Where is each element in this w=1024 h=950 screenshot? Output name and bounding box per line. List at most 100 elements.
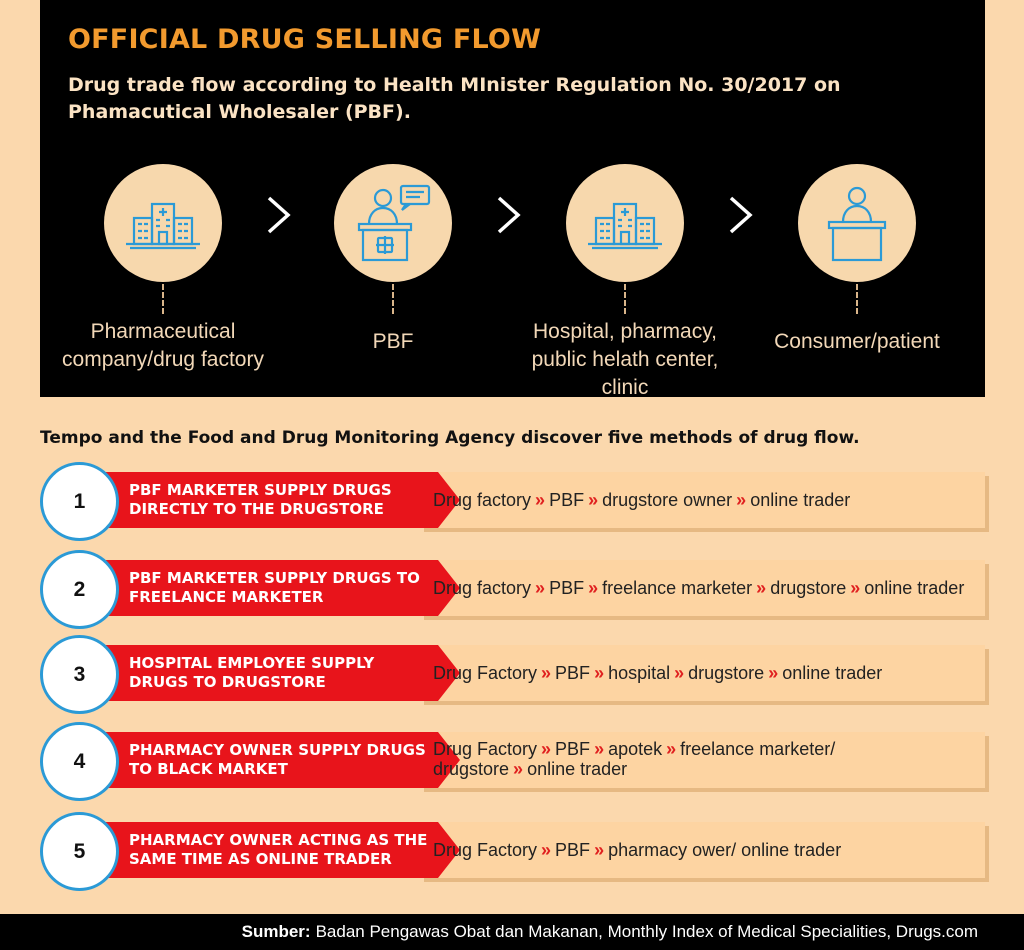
flow-step: PBF <box>549 578 585 598</box>
stage-circle <box>566 164 684 282</box>
flow-separator: » <box>588 578 599 598</box>
flow-separator: » <box>756 578 767 598</box>
stage-connector <box>162 284 164 314</box>
flow-arrow-icon <box>267 196 291 234</box>
flow-step: hospital <box>608 663 671 683</box>
flow-step: apotek <box>608 739 663 759</box>
method-banner <box>80 645 460 701</box>
stage-label: Consumer/patient <box>774 330 940 353</box>
flow-chain: Drug factory» PBF» drugstore owner» online … <box>433 490 850 510</box>
flow-separator: » <box>588 490 599 510</box>
flow-separator: » <box>850 578 861 598</box>
flow-separator: » <box>535 490 546 510</box>
flow-step: Drug factory <box>433 578 532 598</box>
flow-chain: Drug factory» PBF» freelance marketer» drug… <box>433 578 964 598</box>
method-title: PHARMACY OWNER ACTING AS THE SAME TIME A… <box>129 831 428 868</box>
method-flow: Drug Factory» PBF» hospital» drugstore» onli… <box>433 645 973 701</box>
source-footer: Sumber: Badan Pengawas Obat dan Makanan,… <box>0 914 1024 950</box>
flow-step: PBF <box>555 663 591 683</box>
flow-box <box>420 560 985 616</box>
flow-step: PBF <box>555 840 591 860</box>
method-number: 4 <box>40 722 119 801</box>
flow-step: Drug Factory <box>433 663 538 683</box>
method-flow: Drug factory» PBF» drugstore owner» online … <box>433 472 973 528</box>
flow-step: PBF <box>555 739 591 759</box>
flow-separator: » <box>594 663 605 683</box>
flow-arrow-icon <box>497 196 521 234</box>
method-row-3: 3 HOSPITAL EMPLOYEE SUPPLY DRUGS TO DRUG… <box>40 635 985 715</box>
page-title: OFFICIAL DRUG SELLING FLOW <box>68 24 542 55</box>
stage-connector <box>856 284 858 314</box>
method-banner <box>80 472 460 528</box>
method-flow: Drug factory» PBF» freelance marketer» drug… <box>433 560 973 616</box>
flow-chain: Drug Factory» PBF» apotek» freelance market… <box>433 739 835 779</box>
factory-icon <box>126 202 200 250</box>
flow-step: freelance marketer <box>602 578 753 598</box>
stage-label: Hospital, pharmacy, public helath center… <box>531 320 719 399</box>
flow-step: online trader <box>864 578 965 598</box>
flow-chain: Drug Factory» PBF» hospital» drugstore» onli… <box>433 663 882 683</box>
stage-pharmaceutical-company: Pharmaceutical company/drug factory <box>48 164 278 374</box>
flow-separator: » <box>541 840 552 860</box>
flow-separator: » <box>513 759 524 779</box>
flow-step: online trader <box>527 759 628 779</box>
method-title: PHARMACY OWNER SUPPLY DRUGS TO BLACK MAR… <box>129 741 426 778</box>
method-banner <box>80 560 460 616</box>
flow-separator: » <box>666 739 677 759</box>
method-number: 3 <box>40 635 119 714</box>
flow-box <box>420 472 985 528</box>
method-number: 5 <box>40 812 119 891</box>
flow-step: freelance marketer/ drugstore <box>433 739 836 779</box>
flow-separator: » <box>736 490 747 510</box>
method-number: 2 <box>40 550 119 629</box>
stage-label: Pharmaceutical company/drug factory <box>62 320 264 371</box>
method-banner <box>80 732 460 788</box>
flow-step: drugstore owner <box>602 490 733 510</box>
stage-consumer: Consumer/patient <box>742 164 972 356</box>
method-row-4: 4 PHARMACY OWNER SUPPLY DRUGS TO BLACK M… <box>40 722 985 802</box>
method-title: PBF MARKETER SUPPLY DRUGS TO FREELANCE M… <box>129 569 420 606</box>
flow-separator: » <box>541 663 552 683</box>
source-text: Badan Pengawas Obat dan Makanan, Monthly… <box>315 922 978 941</box>
stage-circle <box>798 164 916 282</box>
flow-step: drugstore <box>770 578 847 598</box>
flow-box <box>420 732 985 788</box>
flow-chain: Drug Factory» PBF» pharmacy ower/ online t… <box>433 840 841 860</box>
method-row-2: 2 PBF MARKETER SUPPLY DRUGS TO FREELANCE… <box>40 550 985 630</box>
method-number: 1 <box>40 462 119 541</box>
method-flow: Drug Factory» PBF» pharmacy ower/ online t… <box>433 822 973 878</box>
patient-desk-icon <box>827 186 887 262</box>
wholesaler-desk-icon <box>357 184 431 262</box>
method-title: PBF MARKETER SUPPLY DRUGS DIRECTLY TO TH… <box>129 481 392 518</box>
flow-separator: » <box>768 663 779 683</box>
flow-step: online trader <box>750 490 851 510</box>
stage-label: PBF <box>372 330 414 353</box>
flow-arrow-icon <box>729 196 753 234</box>
stage-circle <box>104 164 222 282</box>
flow-box <box>420 822 985 878</box>
method-row-5: 5 PHARMACY OWNER ACTING AS THE SAME TIME… <box>40 812 985 892</box>
flow-step: PBF <box>549 490 585 510</box>
methods-intro: Tempo and the Food and Drug Monitoring A… <box>40 428 860 448</box>
page-subtitle: Drug trade flow according to Health MIni… <box>68 74 841 123</box>
stage-hospital: Hospital, pharmacy, public helath center… <box>510 164 740 402</box>
flow-box <box>420 645 985 701</box>
method-row-1: 1 PBF MARKETER SUPPLY DRUGS DIRECTLY TO … <box>40 462 985 542</box>
flow-step: drugstore <box>688 663 765 683</box>
stage-pbf: PBF <box>278 164 508 356</box>
flow-separator: » <box>541 739 552 759</box>
flow-step: Drug Factory <box>433 739 538 759</box>
flow-separator: » <box>594 840 605 860</box>
hospital-icon <box>588 202 662 250</box>
stage-connector <box>392 284 394 314</box>
stage-circle <box>334 164 452 282</box>
flow-step: pharmacy ower/ online trader <box>608 840 842 860</box>
method-title: HOSPITAL EMPLOYEE SUPPLY DRUGS TO DRUGST… <box>129 654 375 691</box>
method-flow: Drug Factory» PBF» apotek» freelance market… <box>433 732 973 795</box>
flow-separator: » <box>535 578 546 598</box>
flow-separator: » <box>674 663 685 683</box>
stage-connector <box>624 284 626 314</box>
flow-separator: » <box>594 739 605 759</box>
method-banner <box>80 822 460 878</box>
flow-step: online trader <box>782 663 883 683</box>
